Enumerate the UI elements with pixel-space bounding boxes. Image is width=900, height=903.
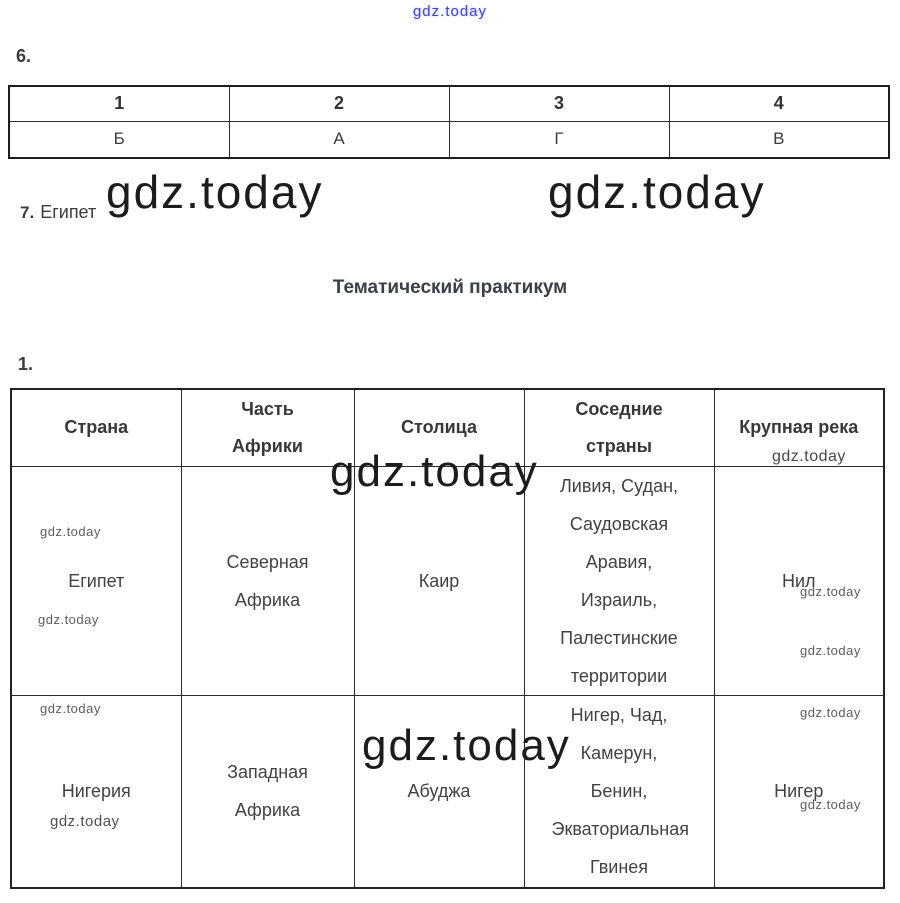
cell-capital-egypt: Каир: [353, 465, 525, 696]
answers-header-1: 1: [8, 85, 230, 122]
answers-header-3: 3: [448, 85, 670, 122]
cell-country-nigeria: Нигерия: [10, 694, 182, 889]
section-7-answer: 7. Египет: [20, 202, 96, 223]
cell-capital-nigeria: Абуджа: [353, 694, 525, 889]
header-africa-part-label: Часть Африки: [232, 398, 303, 456]
answers-header-4: 4: [668, 85, 890, 122]
header-country-label: Страна: [64, 417, 129, 438]
header-country: Страна: [10, 388, 182, 467]
section-7-answer-text: Египет: [40, 202, 97, 222]
watermark-big-table-row2: gdz.today: [362, 721, 571, 770]
cell-part-egypt: Северная Африка: [180, 465, 355, 696]
watermark-big-left: gdz.today: [106, 166, 324, 218]
watermark-small-egypt-bottom: gdz.today: [38, 612, 99, 627]
answers-header-2: 2: [228, 85, 450, 122]
cell-part-nigeria-text: Западная Африка: [227, 762, 308, 821]
cell-neighbors-egypt: Ливия, Судан, Саудовская Аравия, Израиль…: [523, 465, 715, 696]
cell-part-egypt-text: Северная Африка: [226, 551, 309, 610]
header-river-label: Крупная река: [739, 417, 859, 438]
answers-value-3: Г: [448, 120, 670, 159]
watermark-small-niger-bottom: gdz.today: [800, 797, 861, 812]
answers-value-4: В: [668, 120, 890, 159]
section-6-label: 6.: [16, 46, 32, 66]
watermark-big-right: gdz.today: [548, 166, 766, 218]
watermark-top: gdz.today: [412, 3, 488, 20]
section-1-label: 1.: [18, 354, 34, 374]
answers-table: 1 2 3 4 Б А Г В: [8, 85, 890, 159]
cell-neighbors-egypt-text: Ливия, Судан, Саудовская Аравия, Израиль…: [559, 475, 679, 686]
practicum-table: Страна Часть Африки Столица Соседние стр…: [10, 388, 885, 889]
cell-country-egypt: Египет: [10, 465, 182, 696]
watermark-small-egypt-top: gdz.today: [40, 524, 101, 539]
practicum-title: Тематический практикум: [332, 277, 568, 298]
answers-table-value-row: Б А Г В: [8, 120, 890, 159]
header-neighbors: Соседние страны: [523, 388, 715, 467]
table-row-nigeria: Нигерия Западная Африка Абуджа Нигер, Ча…: [10, 694, 885, 889]
header-river: Крупная река: [713, 388, 885, 467]
header-neighbors-label: Соседние страны: [575, 398, 663, 456]
watermark-small-nile-bottom: gdz.today: [800, 643, 861, 658]
answers-table-header-row: 1 2 3 4: [8, 85, 890, 122]
cell-neighbors-nigeria-text: Нигер, Чад, Камерун, Бенин, Экваториальн…: [551, 705, 690, 878]
watermark-small-nigeria-bottom: gdz.today: [50, 813, 120, 830]
practicum-header-row: Страна Часть Африки Столица Соседние стр…: [10, 388, 885, 467]
cell-river-nigeria: Нигер: [713, 694, 885, 889]
table-row-egypt: Египет Северная Африка Каир Ливия, Судан…: [10, 465, 885, 696]
watermark-small-nigeria-top: gdz.today: [40, 701, 101, 716]
watermark-small-nile-top: gdz.today: [800, 584, 861, 599]
watermark-small-niger-top: gdz.today: [800, 705, 861, 720]
answers-value-2: А: [228, 120, 450, 159]
header-africa-part: Часть Африки: [180, 388, 355, 467]
answers-value-1: Б: [8, 120, 230, 159]
header-capital-label: Столица: [401, 417, 477, 438]
header-capital: Столица: [353, 388, 525, 467]
watermark-big-table-row1: gdz.today: [330, 447, 539, 496]
cell-river-egypt: Нил: [713, 465, 885, 696]
watermark-small-header-river: gdz.today: [772, 448, 846, 465]
cell-part-nigeria: Западная Африка: [180, 694, 355, 889]
section-7-label: 7.: [20, 203, 35, 222]
